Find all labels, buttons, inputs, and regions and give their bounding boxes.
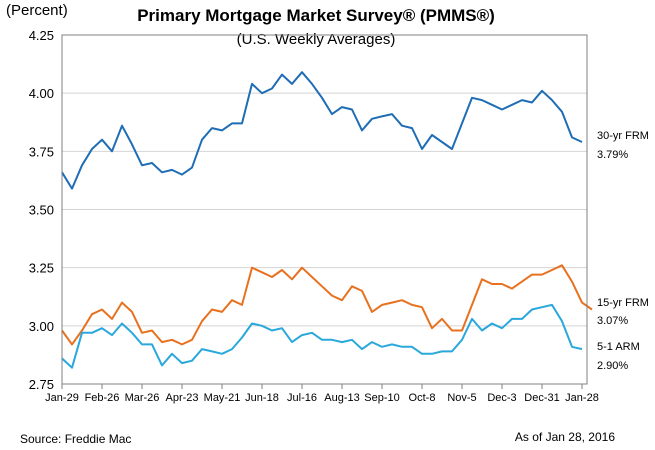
y-axis-label: (Percent)	[6, 2, 68, 19]
y-tick-label: 3.75	[29, 144, 54, 159]
plot-frame	[61, 34, 588, 385]
x-tick-label: Jul-16	[287, 392, 317, 404]
series-line	[61, 71, 583, 190]
x-tick-label: Sep-10	[364, 392, 399, 404]
x-tick-label: Nov-5	[447, 392, 476, 404]
x-tick-label: Jan-28	[565, 392, 599, 404]
y-axis-ticks: 2.75 3.00 3.25 3.50 3.75 4.00 4.25	[29, 28, 54, 392]
y-tick-label: 3.50	[29, 203, 54, 218]
y-tick-label: 3.25	[29, 261, 54, 276]
x-tick-label: Aug-13	[324, 392, 359, 404]
x-tick-label: May-21	[204, 392, 241, 404]
x-tick-label: Dec-31	[524, 392, 559, 404]
x-tick-label: Apr-23	[165, 392, 198, 404]
series-name-label: 5-1 ARM	[597, 341, 640, 353]
series-labels: 30-yr FRM 3.79% 15-yr FRM 3.07% 5-1 ARM 2.90%	[597, 130, 649, 372]
series-name-label: 30-yr FRM	[597, 130, 649, 142]
series-line	[61, 303, 583, 369]
series-lines	[61, 71, 593, 369]
y-tick-label: 4.00	[29, 86, 54, 101]
x-tick-label: Jan-29	[45, 392, 79, 404]
x-axis-ticks: Jan-29 Feb-26 Mar-26 Apr-23 May-21 Jun-18 Jul-…	[45, 384, 599, 404]
x-tick-label: Dec-3	[487, 392, 516, 404]
series-value-label: 3.07%	[597, 315, 628, 327]
as-of-date: As of Jan 28, 2016	[515, 430, 615, 444]
y-tick-label: 2.75	[29, 377, 54, 392]
series-value-label: 3.79%	[597, 149, 628, 161]
x-tick-label: Jun-18	[245, 392, 279, 404]
source-note: Source: Freddie Mac	[20, 432, 131, 446]
series-line	[61, 264, 593, 346]
y-tick-label: 3.00	[29, 319, 54, 334]
chart-subtitle: (U.S. Weekly Averages)	[237, 31, 396, 48]
x-tick-label: Oct-8	[409, 392, 436, 404]
series-value-label: 2.90%	[597, 360, 628, 372]
x-tick-label: Mar-26	[125, 392, 160, 404]
y-tick-label: 4.25	[29, 28, 54, 43]
series-name-label: 15-yr FRM	[597, 297, 649, 309]
chart-title: Primary Mortgage Market Survey® (PMMS®)	[137, 6, 495, 25]
x-tick-label: Feb-26	[85, 392, 120, 404]
